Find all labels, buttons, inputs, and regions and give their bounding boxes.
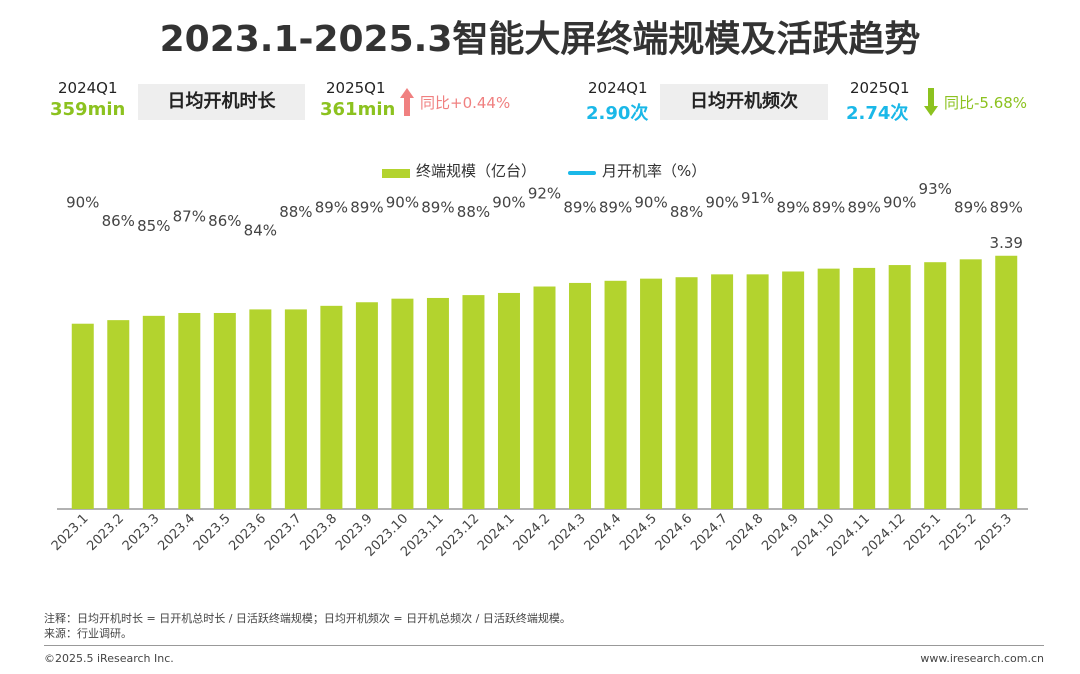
bar-2023.8 xyxy=(320,305,343,509)
line-value-label: 92% xyxy=(528,184,561,202)
page-title: 2023.1-2025.3智能大屏终端规模及活跃趋势 xyxy=(159,19,921,60)
bar-2024.6 xyxy=(675,277,698,509)
kpi-right-q1-label: 2024Q1 xyxy=(588,79,648,97)
bar-2025.1 xyxy=(924,262,947,509)
footer-copyright: ©2025.5 iResearch Inc. xyxy=(44,652,174,665)
line-value-label: 90% xyxy=(386,194,419,212)
line-value-label: 89% xyxy=(350,198,383,216)
x-tick-label: 2023.6 xyxy=(226,511,269,554)
line-value-label: 89% xyxy=(812,198,845,216)
kpi-left-q1-value: 359min xyxy=(50,99,126,120)
bar-2025.2 xyxy=(959,259,982,509)
line-value-label: 85% xyxy=(137,217,170,235)
kpi-left-metric: 日均开机时长 xyxy=(138,84,305,120)
x-tick-label: 2023.3 xyxy=(120,511,163,554)
bar-2024.12 xyxy=(888,265,911,509)
x-tick-label: 2024.1 xyxy=(475,511,518,554)
bar-2023.6 xyxy=(249,309,272,509)
line-value-label: 90% xyxy=(634,194,667,212)
line-value-label: 88% xyxy=(457,203,490,221)
x-tick-label: 2023.7 xyxy=(262,511,305,554)
line-value-label: 89% xyxy=(563,198,596,216)
x-tick-label: 2023.5 xyxy=(191,511,234,554)
legend-bar-label: 终端规模（亿台） xyxy=(416,162,537,180)
line-value-label: 86% xyxy=(102,212,135,230)
x-tick-label: 2023.1 xyxy=(49,511,92,554)
bar-2024.4 xyxy=(604,280,627,509)
bar-2023.2 xyxy=(107,320,130,509)
line-value-label: 90% xyxy=(705,194,738,212)
line-value-label: 88% xyxy=(279,203,312,221)
legend-bar-swatch xyxy=(382,169,410,178)
footer-website: www.iresearch.com.cn xyxy=(920,652,1044,665)
line-value-label: 90% xyxy=(492,194,525,212)
x-tick-label: 2024.6 xyxy=(653,511,696,554)
line-value-label: 86% xyxy=(208,212,241,230)
bar-2023.10 xyxy=(391,298,414,509)
line-value-label: 90% xyxy=(883,194,916,212)
bar-2024.10 xyxy=(817,268,840,509)
x-tick-label: 2023.8 xyxy=(297,511,340,554)
line-value-label: 88% xyxy=(670,203,703,221)
x-tick-label: 2024.8 xyxy=(724,511,767,554)
line-value-label: 89% xyxy=(954,198,987,216)
bar-2023.7 xyxy=(284,309,307,509)
kpi-right-metric: 日均开机频次 xyxy=(660,84,828,120)
line-value-label: 89% xyxy=(990,198,1023,216)
line-value-label: 89% xyxy=(315,198,348,216)
x-tick-label: 2023.4 xyxy=(155,511,198,554)
kpi-left-change: 同比+0.44% xyxy=(420,94,511,112)
kpi-left-q1-label: 2024Q1 xyxy=(58,79,118,97)
footnote-note: 注释：日均开机时长 = 日开机总时长 / 日活跃终端规模；日均开机频次 = 日开… xyxy=(44,612,571,625)
x-tick-label: 2024.2 xyxy=(511,511,554,554)
bar-2024.7 xyxy=(711,274,734,509)
x-tick-label: 2024.7 xyxy=(688,511,731,554)
arrow-up-icon xyxy=(400,88,414,116)
bar-2023.12 xyxy=(462,295,485,509)
bar-2023.5 xyxy=(213,312,236,509)
bar-2025.3 xyxy=(995,255,1018,509)
bar-2023.1 xyxy=(71,323,94,509)
x-tick-label: 2025.2 xyxy=(937,511,980,554)
kpi-right-q2-value: 2.74次 xyxy=(846,103,909,124)
bar-value-label: 3.39 xyxy=(990,234,1023,252)
bar-2023.9 xyxy=(355,302,378,509)
bar-2024.2 xyxy=(533,286,556,509)
line-value-label: 89% xyxy=(421,198,454,216)
x-tick-label: 2023.2 xyxy=(84,511,127,554)
legend-line-label: 月开机率（%） xyxy=(602,162,707,180)
x-tick-label: 2025.3 xyxy=(972,511,1015,554)
kpi-right-change: 同比-5.68% xyxy=(944,94,1028,112)
line-value-label: 89% xyxy=(776,198,809,216)
bar-2024.1 xyxy=(497,292,520,509)
line-value-label: 87% xyxy=(173,208,206,226)
kpi-right-q1-value: 2.90次 xyxy=(586,103,649,124)
x-tick-label: 2024.3 xyxy=(546,511,589,554)
kpi-left-q2-label: 2025Q1 xyxy=(326,79,386,97)
arrow-down-icon xyxy=(924,88,938,116)
chart-area: 2023.1 90% 2023.2 86% 2023.3 85% 2023.4 87% 2023… xyxy=(49,180,1028,560)
legend-line-swatch xyxy=(568,171,596,175)
bar-2024.9 xyxy=(782,271,805,509)
x-tick-label: 2024.4 xyxy=(582,511,625,554)
bar-2023.3 xyxy=(142,315,165,509)
bar-2023.11 xyxy=(426,297,449,509)
x-tick-label: 2025.1 xyxy=(901,511,944,554)
bar-2024.3 xyxy=(569,282,592,509)
line-value-label: 90% xyxy=(66,194,99,212)
line-value-label: 84% xyxy=(244,221,277,239)
kpi-right-q2-label: 2025Q1 xyxy=(850,79,910,97)
line-value-label: 91% xyxy=(741,189,774,207)
kpi-left-q2-value: 361min xyxy=(320,99,396,120)
footnote-source: 来源：行业调研。 xyxy=(44,627,132,640)
x-tick-label: 2024.5 xyxy=(617,511,660,554)
bar-2024.5 xyxy=(640,278,663,509)
bar-2024.8 xyxy=(746,274,769,509)
bar-2023.4 xyxy=(178,312,201,509)
footer-divider xyxy=(44,645,1044,646)
line-value-label: 89% xyxy=(599,198,632,216)
bar-2024.11 xyxy=(853,267,876,509)
line-value-label: 93% xyxy=(919,180,952,198)
line-value-label: 89% xyxy=(847,198,880,216)
